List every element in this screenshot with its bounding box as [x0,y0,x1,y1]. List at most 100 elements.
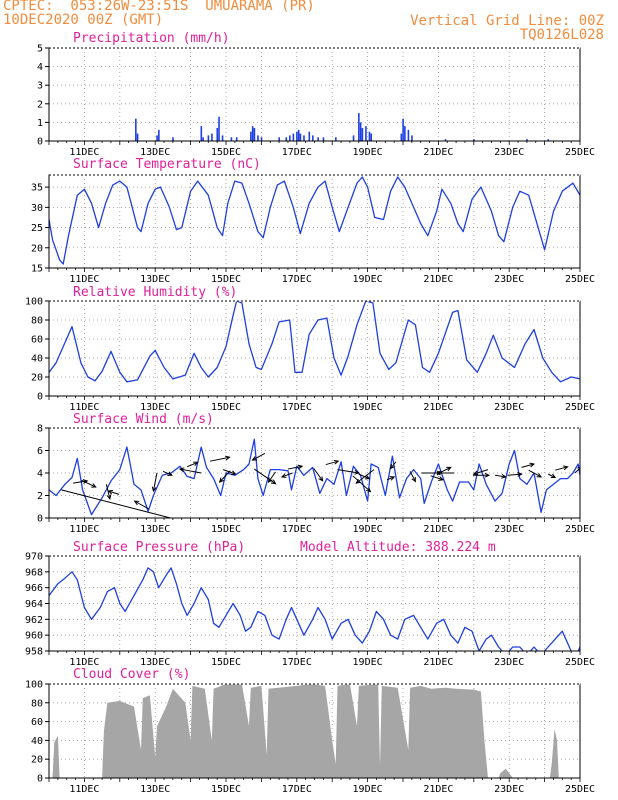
wind-ytick-label-2: 4 [37,469,43,480]
wind-arrow-1 [72,480,88,484]
wind-arrow-18 [313,468,324,482]
precip-bar-25 [299,133,302,141]
temp-xtick-label-3: 17DEC [282,274,312,285]
rh-ytick-label-0: 0 [37,392,43,403]
precip-ytick-label-1: 1 [37,118,43,129]
precip-title: Precipitation (mm/h) [73,31,230,46]
wind-arrow-38 [555,466,568,471]
rh-xtick-label-0: 11DEC [69,402,99,413]
precip-xtick-label-3: 17DEC [282,147,312,158]
precip-bar-47 [547,139,550,141]
wind-arrowhead-32 [472,470,479,476]
wind-arrow-36 [528,469,542,478]
precip-bar-8 [211,133,213,141]
precip-bar-34 [359,122,362,141]
rh-ytick-label-2: 40 [31,354,43,365]
wind-arrow-5 [134,500,150,510]
wind-arrowhead-18 [318,476,324,482]
precip-bar-33 [358,113,360,141]
temp-xtick-label-1: 13DEC [140,274,170,285]
temp-ytick-label-0: 15 [31,264,43,275]
wind-arrowhead-0 [188,521,192,525]
rh-ytick-label-4: 80 [31,316,43,327]
precip-bar-1 [136,133,139,141]
pres-ytick-label-6: 970 [25,552,43,563]
header-station: CPTEC: 053:26W-23:51S UMUARAMA (PR) [3,0,315,14]
cloud-ytick-label-1: 20 [31,755,43,766]
wind-arrow-3 [105,484,111,499]
wind-arrowhead-22 [364,474,371,480]
cloud-xtick-label-0: 11DEC [69,784,99,795]
pres-ytick-label-1: 960 [25,631,43,642]
precip-bar-44 [444,139,447,141]
rh-ytick-label-3: 60 [31,335,43,346]
wind-xtick-label-7: 25DEC [565,524,595,535]
rh-data [49,301,580,383]
precip-bar-4 [172,137,174,141]
wind-arrow-16 [287,465,303,470]
wind-xtick-label-3: 17DEC [282,524,312,535]
wind-arrow-15 [268,471,276,483]
precip-bar-28 [312,135,314,141]
wind-ytick-label-1: 2 [37,491,43,502]
temp-xtick-label-7: 25DEC [565,274,595,285]
wind-arrowhead-21 [365,487,372,493]
wind-ytick-label-4: 8 [37,424,43,435]
cloud-xtick-label-5: 21DEC [423,784,453,795]
wind-arrow-9 [179,468,202,474]
precip-bar-31 [335,137,337,141]
precip-bar-5 [200,126,203,141]
cloud-ytick-label-3: 60 [31,717,43,728]
wind-arrow-32 [473,469,489,475]
wind-arrowhead-28 [438,476,445,481]
wind-arrow-2 [81,479,96,488]
pres-ytick-label-3: 964 [25,599,43,610]
precip-bar-38 [370,133,373,141]
wind-arrowhead-19 [333,459,340,465]
wind-arrowhead-16 [297,464,304,470]
wind-arrow-26 [409,471,416,482]
precip-bar-45 [473,139,475,141]
wind-arrow-35 [521,463,535,468]
pres-xtick-label-0: 11DEC [69,657,99,668]
rh-line [49,301,580,383]
wind-arrowhead-20 [354,470,360,475]
rh-xtick-label-2: 15DEC [211,402,241,413]
precip-ytick-label-3: 3 [37,81,43,92]
precip-bar-43 [411,135,413,141]
wind-arrow-34 [507,473,522,476]
wind-xtick-label-6: 23DEC [494,524,524,535]
pres-line [49,567,580,651]
wind-arrowhead-8 [193,461,199,467]
header-date: 10DEC2020 00Z (GMT) [3,12,164,28]
wind-arrows [61,452,580,525]
temp-ytick-label-1: 20 [31,243,43,254]
header-grid-note: Vertical Grid Line: 00Z [410,13,604,29]
cloud-xtick-label-6: 23DEC [494,784,524,795]
pres-ytick-label-2: 962 [25,615,43,626]
pres-xtick-label-7: 25DEC [565,657,595,668]
wind-arrowhead-39 [577,466,580,471]
wind-arrow-12 [219,470,231,483]
wind-xtick-label-0: 11DEC [69,524,99,535]
precip-bar-21 [289,135,291,141]
precip-xtick-label-6: 23DEC [494,147,524,158]
precip-ytick-label-4: 4 [37,62,43,73]
rh-xtick-label-1: 13DEC [140,402,170,413]
rh-ytick-label-5: 100 [25,297,43,308]
precip-bar-17 [257,135,259,141]
cloud-ytick-label-5: 100 [25,680,43,691]
precip-panel: 0 1 2 3 4 5 11DEC 13DEC 15DEC 17DEC 19DEC 21DEC 23DE… [37,31,595,158]
precip-bar-16 [253,127,256,141]
wind-xtick-label-2: 15DEC [211,524,241,535]
wind-arrow-19 [325,460,339,466]
wind-arrowhead-30 [435,470,441,476]
precip-bar-29 [317,137,319,141]
wind-arrow-7 [162,470,173,476]
wind-arrow-14 [252,452,266,461]
wind-arrow-29 [439,466,452,473]
wind-arrow-21 [352,475,371,492]
rh-xtick-label-6: 23DEC [494,402,524,413]
wind-arrowhead-33 [501,473,507,479]
wind-arrow-4 [108,490,120,495]
